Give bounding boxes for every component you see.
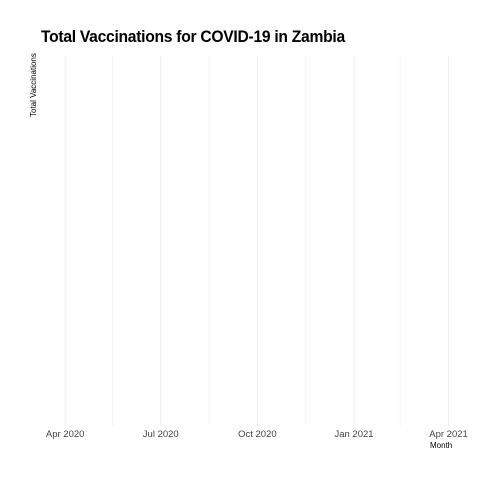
x-tick-label: Apr 2021 — [429, 429, 468, 440]
chart-title: Total Vaccinations for COVID-19 in Zambi… — [41, 27, 345, 46]
x-tick-label: Jul 2020 — [143, 429, 179, 440]
x-tick-label: Jan 2021 — [334, 429, 373, 440]
gridlines — [64, 56, 449, 426]
x-tick-label: Apr 2020 — [46, 429, 85, 440]
x-axis-label: Month — [430, 441, 453, 450]
x-tick-labels: Apr 2020 Jul 2020 Oct 2020 Jan 2021 Apr 2021 — [46, 429, 468, 440]
x-tick-label: Oct 2020 — [238, 429, 277, 440]
